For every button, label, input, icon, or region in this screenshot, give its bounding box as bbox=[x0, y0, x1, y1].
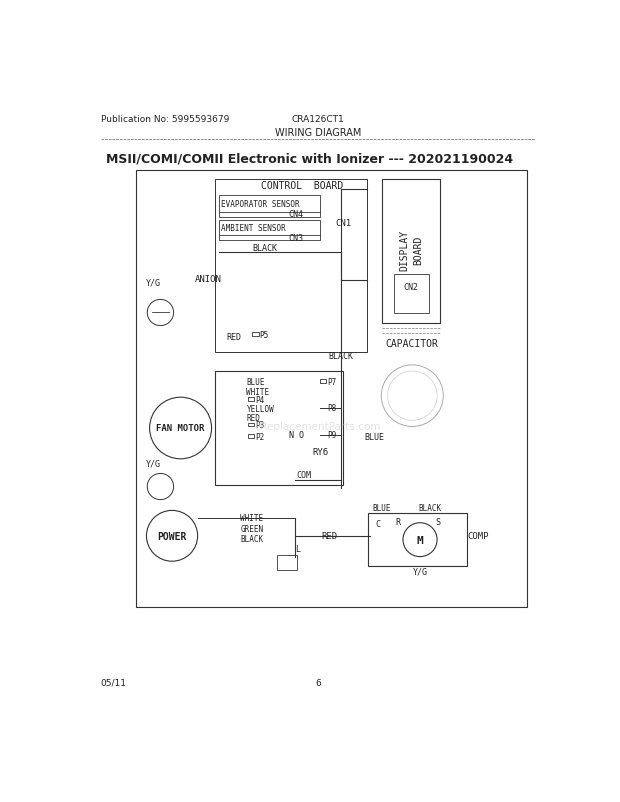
Text: GREEN: GREEN bbox=[241, 524, 264, 533]
Text: Y/G: Y/G bbox=[146, 277, 161, 287]
Bar bbox=[219, 221, 320, 241]
Bar bbox=[216, 180, 366, 352]
Text: P2: P2 bbox=[255, 432, 265, 441]
Text: CN3: CN3 bbox=[288, 233, 303, 242]
Text: BLACK: BLACK bbox=[329, 352, 353, 361]
Text: RED: RED bbox=[247, 414, 260, 423]
Text: CRA126CT1: CRA126CT1 bbox=[291, 115, 344, 124]
Text: BLACK: BLACK bbox=[252, 244, 278, 253]
Text: WHITE: WHITE bbox=[247, 388, 270, 397]
Text: P5: P5 bbox=[260, 330, 269, 339]
Text: Publication No: 5995593679: Publication No: 5995593679 bbox=[100, 115, 229, 124]
Text: ANION: ANION bbox=[195, 275, 222, 284]
Text: WHITE: WHITE bbox=[241, 513, 264, 522]
Text: R: R bbox=[395, 517, 400, 526]
Text: COM: COM bbox=[297, 471, 312, 480]
Text: P8: P8 bbox=[327, 403, 336, 412]
Text: S: S bbox=[435, 517, 440, 526]
Text: COMP: COMP bbox=[467, 532, 489, 541]
Text: Y/G: Y/G bbox=[412, 567, 428, 576]
Bar bbox=[248, 435, 254, 439]
Bar bbox=[382, 180, 440, 324]
Text: CAPACITOR: CAPACITOR bbox=[386, 339, 439, 349]
Text: CN2: CN2 bbox=[403, 282, 418, 291]
Text: BLUE: BLUE bbox=[372, 503, 391, 512]
Bar bbox=[320, 380, 326, 384]
Text: FAN MOTOR: FAN MOTOR bbox=[156, 424, 205, 433]
Bar bbox=[248, 423, 254, 427]
Text: CONTROL  BOARD: CONTROL BOARD bbox=[261, 180, 343, 190]
Text: P4: P4 bbox=[255, 395, 265, 404]
Text: RED: RED bbox=[321, 532, 337, 541]
Text: eReplacementParts.com: eReplacementParts.com bbox=[254, 422, 381, 432]
Text: P7: P7 bbox=[327, 378, 336, 387]
Bar bbox=[136, 171, 527, 608]
Bar bbox=[394, 274, 428, 313]
Text: EVAPORATOR SENSOR: EVAPORATOR SENSOR bbox=[221, 200, 299, 209]
Bar bbox=[248, 398, 254, 402]
Bar bbox=[277, 555, 297, 571]
Text: BLACK: BLACK bbox=[418, 503, 441, 512]
Text: MSII/COMI/COMII Electronic with Ionizer --- 202021190024: MSII/COMI/COMII Electronic with Ionizer … bbox=[107, 153, 513, 166]
Text: YELLOW: YELLOW bbox=[247, 405, 274, 414]
Text: L: L bbox=[295, 544, 300, 553]
Text: P3: P3 bbox=[255, 421, 265, 430]
Text: WIRING DIAGRAM: WIRING DIAGRAM bbox=[275, 128, 361, 138]
Text: N O: N O bbox=[290, 431, 304, 439]
Text: CN4: CN4 bbox=[288, 210, 303, 219]
Bar bbox=[252, 332, 259, 336]
Text: BLUE: BLUE bbox=[365, 432, 384, 441]
Text: 6: 6 bbox=[315, 678, 321, 687]
Text: BLUE: BLUE bbox=[247, 378, 265, 387]
Text: 05/11: 05/11 bbox=[100, 678, 126, 687]
Text: DISPLAY
BOARD: DISPLAY BOARD bbox=[399, 229, 423, 270]
Bar bbox=[368, 514, 467, 566]
Text: Y/G: Y/G bbox=[146, 460, 161, 468]
Text: RED: RED bbox=[227, 333, 242, 342]
Bar bbox=[219, 196, 320, 218]
Text: P9: P9 bbox=[327, 430, 336, 439]
Text: CN1: CN1 bbox=[335, 219, 352, 228]
Text: M: M bbox=[417, 535, 423, 545]
Text: AMBIENT SENSOR: AMBIENT SENSOR bbox=[221, 223, 286, 233]
Text: BLACK: BLACK bbox=[241, 535, 264, 544]
Text: POWER: POWER bbox=[157, 531, 187, 541]
Text: RY6: RY6 bbox=[312, 447, 328, 456]
Text: C: C bbox=[375, 520, 380, 529]
Bar bbox=[216, 371, 343, 485]
